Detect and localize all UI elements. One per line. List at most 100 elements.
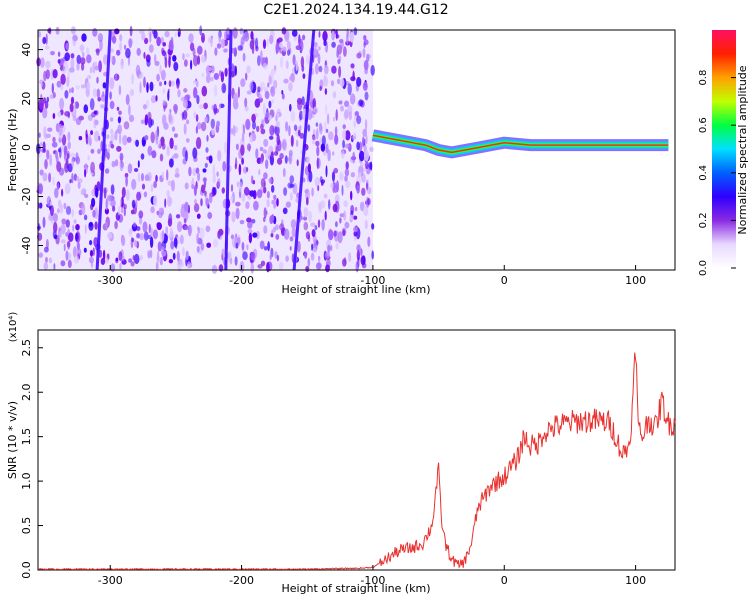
noise-speckle xyxy=(135,199,138,209)
noise-speckle xyxy=(156,222,162,231)
noise-speckle xyxy=(323,193,328,199)
noise-speckle xyxy=(81,203,86,215)
noise-speckle xyxy=(258,169,261,176)
noise-speckle xyxy=(155,135,159,145)
noise-speckle xyxy=(252,232,258,238)
noise-speckle xyxy=(57,148,61,153)
noise-speckle xyxy=(281,93,285,100)
noise-speckle xyxy=(142,221,148,233)
noise-speckle xyxy=(186,261,191,269)
noise-speckle xyxy=(106,134,110,140)
noise-speckle xyxy=(98,135,101,141)
noise-speckle xyxy=(60,84,64,91)
noise-speckle xyxy=(84,168,87,178)
noise-speckle xyxy=(348,111,352,121)
noise-speckle xyxy=(301,65,305,72)
noise-speckle xyxy=(119,41,122,52)
noise-speckle xyxy=(334,134,339,145)
noise-speckle xyxy=(110,55,113,64)
noise-speckle xyxy=(237,86,240,99)
noise-speckle xyxy=(288,125,291,137)
noise-speckle xyxy=(122,135,128,146)
noise-speckle xyxy=(38,132,41,138)
snr-y-axis-label: SNR (10 * v/v) xyxy=(6,401,19,479)
noise-speckle xyxy=(308,170,313,183)
noise-speckle xyxy=(171,126,176,132)
noise-speckle xyxy=(128,114,135,123)
noise-speckle xyxy=(335,109,338,121)
noise-speckle xyxy=(364,219,368,230)
noise-speckle xyxy=(233,92,239,105)
noise-speckle xyxy=(135,64,141,77)
noise-speckle xyxy=(325,103,328,114)
noise-speckle xyxy=(338,65,342,78)
noise-speckle xyxy=(138,73,143,80)
noise-speckle xyxy=(262,186,267,194)
noise-speckle xyxy=(363,41,366,48)
snr-x-tick-label: 0 xyxy=(501,574,508,587)
noise-speckle xyxy=(322,30,328,42)
interference-streak xyxy=(95,29,112,271)
noise-speckle xyxy=(288,82,293,92)
noise-speckle xyxy=(135,226,141,231)
noise-speckle xyxy=(362,81,368,91)
noise-speckle xyxy=(325,143,329,154)
noise-speckle xyxy=(216,120,221,128)
noise-speckle xyxy=(331,65,337,74)
noise-speckle xyxy=(169,137,174,149)
noise-speckle xyxy=(268,100,272,109)
noise-speckle xyxy=(280,57,284,68)
noise-speckle xyxy=(361,262,367,269)
noise-speckle xyxy=(210,37,213,48)
noise-speckle xyxy=(202,177,207,183)
noise-speckle xyxy=(75,117,82,126)
noise-speckle xyxy=(268,135,274,140)
noise-speckle xyxy=(195,137,202,149)
noise-speckle xyxy=(69,179,72,184)
noise-speckle xyxy=(67,163,73,173)
noise-speckle xyxy=(323,39,327,47)
noise-speckle xyxy=(218,31,222,43)
noise-speckle xyxy=(343,200,348,208)
noise-speckle xyxy=(196,246,200,253)
noise-speckle xyxy=(314,225,318,231)
noise-speckle xyxy=(281,138,287,151)
noise-speckle xyxy=(45,239,49,250)
noise-speckle xyxy=(311,187,314,197)
noise-speckle xyxy=(367,198,371,206)
noise-speckle xyxy=(244,97,248,108)
noise-speckle xyxy=(358,172,362,177)
noise-speckle xyxy=(75,224,80,231)
noise-speckle xyxy=(188,166,192,177)
noise-speckle xyxy=(201,55,206,63)
noise-speckle xyxy=(283,187,288,196)
noise-speckle xyxy=(271,99,275,104)
noise-speckle xyxy=(65,42,70,51)
noise-speckle xyxy=(342,229,346,237)
noise-speckle xyxy=(249,81,254,91)
noise-speckle xyxy=(46,96,50,103)
noise-speckle xyxy=(51,214,54,225)
noise-speckle xyxy=(89,98,95,111)
noise-speckle xyxy=(173,61,179,72)
noise-speckle xyxy=(268,177,273,184)
noise-speckle xyxy=(299,40,304,52)
noise-speckle xyxy=(127,163,133,174)
noise-speckle xyxy=(188,33,194,43)
noise-speckle xyxy=(362,255,366,264)
noise-speckle xyxy=(45,45,50,50)
noise-speckle xyxy=(119,159,124,172)
noise-speckle xyxy=(176,82,180,89)
noise-speckle xyxy=(340,38,344,49)
noise-speckle xyxy=(292,54,296,66)
noise-speckle xyxy=(204,116,208,123)
noise-speckle xyxy=(230,184,234,192)
noise-speckle xyxy=(331,41,336,48)
noise-speckle xyxy=(94,119,99,126)
noise-speckle xyxy=(217,149,222,162)
noise-speckle xyxy=(356,115,362,125)
noise-speckle xyxy=(349,31,355,43)
noise-speckle xyxy=(262,62,268,70)
noise-speckle xyxy=(43,262,49,270)
